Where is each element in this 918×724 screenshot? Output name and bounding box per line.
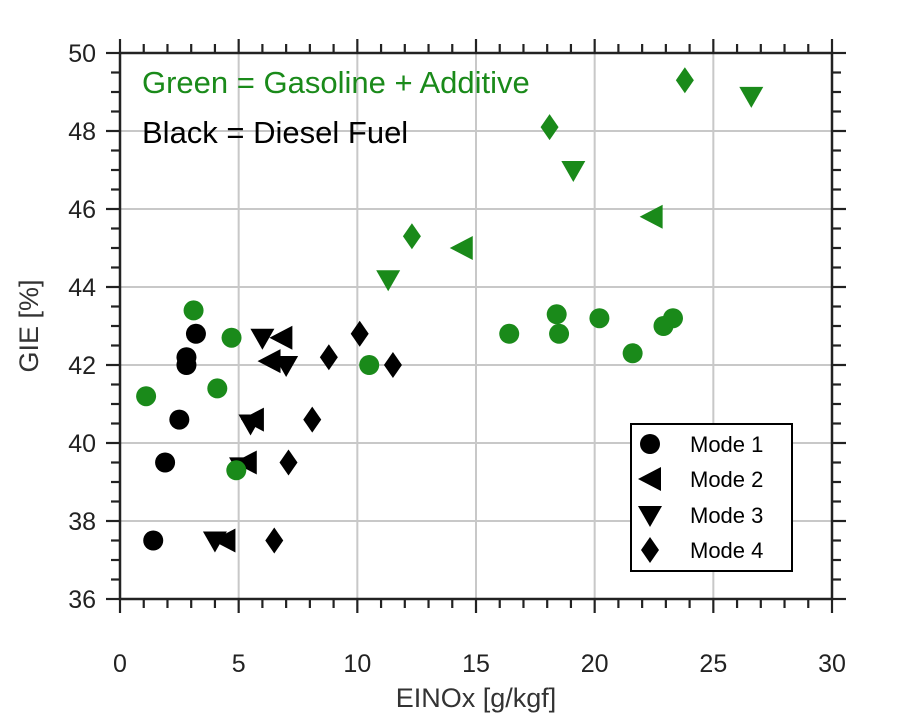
diesel-circle-point — [176, 347, 197, 368]
x-tick-label: 25 — [699, 650, 727, 678]
diesel-triangle-left-point — [212, 528, 236, 553]
diesel-diamond-point — [303, 406, 322, 433]
y-tick-label: 42 — [68, 352, 96, 380]
y-tick-label: 36 — [68, 586, 96, 614]
diesel-triangle-down-point — [202, 531, 227, 553]
annotation-layer: Green = Gasoline + Additive Black = Diese… — [142, 65, 530, 150]
y-tick-label: 48 — [68, 118, 96, 146]
gasoline_additive-triangle-down-point — [376, 270, 401, 292]
annotation-diesel: Black = Diesel Fuel — [142, 115, 408, 150]
gasoline_additive-diamond-point — [402, 223, 421, 250]
x-tick-label: 5 — [232, 650, 246, 678]
x-tick-label: 0 — [113, 650, 127, 678]
diesel-triangle-left-point — [269, 325, 293, 350]
diesel-circle-point — [143, 530, 164, 551]
y-tick-label: 46 — [68, 196, 96, 224]
x-tick-label: 10 — [343, 650, 371, 678]
x-tick-label: 20 — [581, 650, 609, 678]
y-tick-label: 50 — [68, 40, 96, 68]
legend-marker-triangle-down — [638, 506, 662, 527]
legend-label: Mode 3 — [690, 503, 763, 528]
diesel-triangle-down-point — [274, 356, 299, 377]
gasoline_additive-circle-point — [549, 323, 570, 344]
legend-marker-circle — [640, 434, 660, 454]
gasoline_additive-circle-point — [136, 386, 157, 407]
gasoline_additive-diamond-point — [540, 114, 559, 141]
diesel-diamond-point — [265, 527, 284, 554]
gasoline_additive-circle-point — [662, 308, 683, 329]
legend: Mode 1 Mode 2 Mode 3 Mode 4 — [630, 423, 793, 572]
y-tick-label: 38 — [68, 508, 96, 536]
marker-layer — [136, 67, 764, 554]
diesel-diamond-point — [279, 449, 298, 476]
gasoline_additive-circle-point — [499, 323, 520, 344]
gasoline_additive-diamond-point — [675, 67, 694, 94]
gasoline_additive-triangle-down-point — [739, 86, 764, 108]
diesel-circle-point — [155, 452, 176, 473]
gasoline_additive-circle-point — [359, 355, 380, 375]
diesel-circle-point — [185, 323, 206, 344]
gasoline_additive-triangle-left-point — [639, 204, 663, 229]
diesel-diamond-point — [319, 344, 338, 371]
diesel-circle-point — [169, 409, 190, 430]
diesel-triangle-down-point — [238, 414, 263, 436]
annotation-gasoline: Green = Gasoline + Additive — [142, 65, 530, 100]
gasoline_additive-circle-point — [207, 378, 228, 399]
legend-marker-diamond — [641, 537, 659, 563]
gasoline_additive-triangle-left-point — [449, 236, 473, 260]
legend-label: Mode 2 — [690, 467, 763, 492]
grid-layer — [120, 53, 832, 599]
diesel-triangle-down-point — [250, 328, 275, 350]
gasoline_additive-triangle-down-point — [561, 161, 586, 182]
gasoline_additive-circle-point — [622, 343, 643, 364]
gasoline_additive-circle-point — [221, 327, 242, 348]
x-tick-label: 30 — [818, 650, 846, 678]
diesel-diamond-point — [350, 320, 369, 347]
x-axis-title: EINOx [g/kgf] — [396, 683, 557, 713]
plot-frame — [118, 51, 834, 601]
tick-label-layer: 0 5 10 15 20 25 30 36 38 40 42 44 46 48 50 — [68, 40, 846, 678]
y-tick-label: 44 — [68, 274, 96, 302]
legend-label: Mode 1 — [690, 432, 763, 457]
x-tick-label: 15 — [462, 650, 490, 678]
tick-layer — [106, 39, 846, 613]
gasoline_additive-circle-point — [546, 304, 567, 325]
gasoline_additive-circle-point — [183, 300, 204, 321]
y-axis-title: GIE [%] — [14, 279, 44, 372]
y-tick-label: 40 — [68, 430, 96, 458]
gasoline_additive-circle-point — [226, 460, 247, 481]
legend-marker-triangle-left — [638, 467, 661, 491]
legend-label: Mode 4 — [690, 538, 763, 563]
diesel-diamond-point — [383, 352, 402, 378]
diesel-triangle-left-point — [257, 349, 281, 374]
gasoline_additive-circle-point — [589, 308, 610, 329]
